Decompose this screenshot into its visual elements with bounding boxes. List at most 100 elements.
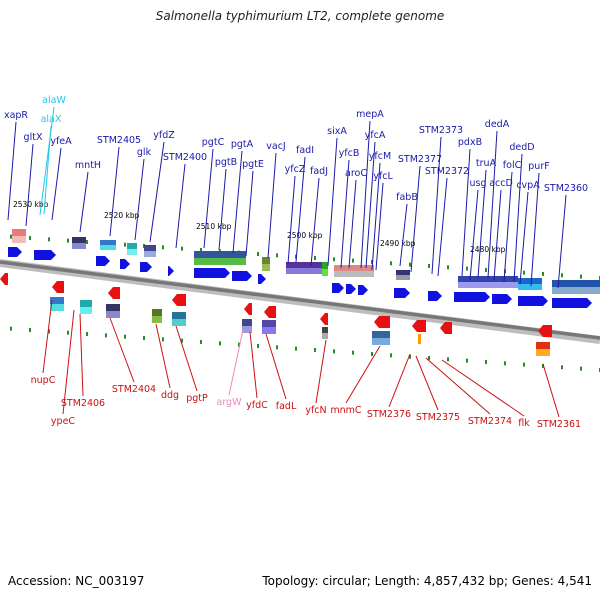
gene-label-usg[interactable]: usg — [469, 178, 486, 189]
reverse-gene-arrow[interactable] — [374, 316, 390, 328]
gene-label-STM2361[interactable]: STM2361 — [537, 419, 581, 430]
gene-label-xapR[interactable]: xapR — [4, 110, 28, 121]
gene-label-pgtC[interactable]: pgtC — [202, 137, 225, 148]
forward-gene-arrow[interactable] — [8, 247, 22, 257]
reverse-gene-box[interactable] — [172, 312, 186, 326]
forward-gene-box[interactable] — [72, 237, 86, 249]
gene-label-yfcN[interactable]: yfcN — [305, 405, 326, 416]
reverse-gene-arrow[interactable] — [320, 313, 328, 325]
gene-label-yfcM[interactable]: yfcM — [369, 151, 391, 162]
reverse-gene-box[interactable] — [50, 297, 64, 311]
gene-label-mnmC[interactable]: mnmC — [330, 405, 362, 416]
reverse-gene-arrow[interactable] — [172, 294, 186, 306]
gene-label-pgtB[interactable]: pgtB — [215, 157, 237, 168]
gene-label-glk[interactable]: glk — [137, 147, 152, 158]
reverse-gene-arrow[interactable] — [264, 306, 276, 318]
reverse-gene-box[interactable] — [322, 327, 328, 339]
forward-gene-arrow[interactable] — [454, 292, 490, 302]
forward-gene-arrow[interactable] — [168, 266, 174, 276]
gene-label-nupC[interactable]: nupC — [31, 375, 56, 386]
forward-gene-arrow[interactable] — [358, 285, 368, 295]
reverse-gene-arrow[interactable] — [440, 322, 452, 334]
gene-label-purF[interactable]: purF — [528, 161, 549, 172]
reverse-gene-box[interactable] — [262, 320, 276, 334]
reverse-gene-box[interactable] — [106, 304, 120, 318]
forward-gene-arrow[interactable] — [96, 256, 110, 266]
reverse-gene-arrow[interactable] — [538, 325, 552, 337]
gene-label-pdxB[interactable]: pdxB — [458, 137, 482, 148]
forward-gene-arrow[interactable] — [120, 259, 130, 269]
forward-gene-arrow[interactable] — [492, 294, 512, 304]
gene-label-folC[interactable]: folC — [503, 160, 522, 171]
forward-gene-arrow[interactable] — [140, 262, 152, 272]
gene-label-yfdC[interactable]: yfdC — [246, 400, 268, 411]
gene-label-dedD[interactable]: dedD — [509, 142, 534, 153]
gene-label-fabB[interactable]: fabB — [396, 192, 418, 203]
gene-label-ypeC[interactable]: ypeC — [51, 416, 75, 427]
gene-label-STM2377[interactable]: STM2377 — [398, 154, 442, 165]
reverse-gene-arrow[interactable] — [412, 320, 426, 332]
gene-label-truA[interactable]: truA — [476, 158, 497, 169]
forward-gene-box[interactable] — [334, 265, 374, 277]
forward-gene-arrow[interactable] — [332, 283, 344, 293]
forward-gene-box[interactable] — [396, 270, 410, 280]
gene-label-STM2405[interactable]: STM2405 — [97, 135, 141, 146]
gene-label-yfdZ[interactable]: yfdZ — [153, 130, 175, 141]
forward-gene-box[interactable] — [518, 278, 542, 290]
forward-gene-box[interactable] — [322, 262, 328, 276]
reverse-gene-arrow[interactable] — [244, 303, 252, 315]
forward-gene-box[interactable] — [144, 245, 156, 257]
gene-label-dedA[interactable]: dedA — [485, 119, 510, 130]
reverse-gene-arrow[interactable] — [0, 273, 8, 285]
gene-label-STM2374[interactable]: STM2374 — [468, 416, 512, 427]
gene-label-pgtE[interactable]: pgtE — [242, 159, 264, 170]
forward-gene-box[interactable] — [286, 262, 322, 274]
gene-label-ddg[interactable]: ddg — [161, 390, 179, 401]
gene-label-aroC[interactable]: aroC — [345, 168, 367, 179]
forward-gene-arrow[interactable] — [232, 271, 252, 281]
forward-gene-box[interactable] — [127, 243, 137, 255]
gene-label-pgtP[interactable]: pgtP — [186, 393, 208, 404]
gene-label-yfcZ[interactable]: yfcZ — [285, 164, 306, 175]
reverse-gene-box[interactable] — [152, 309, 162, 323]
reverse-gene-arrow[interactable] — [108, 287, 120, 299]
reverse-gene-box[interactable] — [372, 331, 390, 345]
forward-gene-arrow[interactable] — [194, 268, 230, 278]
gene-label-STM2360[interactable]: STM2360 — [544, 183, 588, 194]
gene-label-STM2400[interactable]: STM2400 — [163, 152, 207, 163]
gene-label-mntH[interactable]: mntH — [75, 160, 101, 171]
forward-gene-box[interactable] — [262, 257, 270, 271]
forward-gene-arrow[interactable] — [552, 298, 592, 308]
forward-gene-box[interactable] — [100, 240, 116, 250]
gene-label-STM2373[interactable]: STM2373 — [419, 125, 463, 136]
gene-label-yfcA[interactable]: yfcA — [365, 130, 386, 141]
gene-label-STM2372[interactable]: STM2372 — [425, 166, 469, 177]
gene-label-yfeA[interactable]: yfeA — [50, 136, 72, 147]
forward-gene-arrow[interactable] — [258, 274, 266, 284]
gene-label-yfcL[interactable]: yfcL — [373, 171, 393, 182]
gene-label-argW[interactable]: argW — [217, 397, 243, 408]
gene-label-mepA[interactable]: mepA — [356, 109, 384, 120]
reverse-gene-box[interactable] — [536, 342, 550, 356]
gene-label-STM2404[interactable]: STM2404 — [112, 384, 156, 395]
gene-label-accD[interactable]: accD — [489, 178, 513, 189]
gene-label-gltX[interactable]: gltX — [24, 132, 43, 143]
forward-gene-arrow[interactable] — [34, 250, 56, 260]
gene-label-STM2375[interactable]: STM2375 — [416, 412, 460, 423]
gene-label-fadL[interactable]: fadL — [276, 401, 297, 412]
gene-label-STM2406[interactable]: STM2406 — [61, 398, 105, 409]
forward-gene-box[interactable] — [194, 251, 246, 265]
forward-gene-arrow[interactable] — [394, 288, 410, 298]
forward-gene-box[interactable] — [552, 280, 600, 294]
gene-label-sixA[interactable]: sixA — [327, 126, 347, 137]
gene-label-flk[interactable]: flk — [518, 418, 530, 429]
gene-label-alaW[interactable]: alaW — [42, 95, 66, 106]
forward-gene-box[interactable] — [12, 229, 26, 243]
gene-label-vacJ[interactable]: vacJ — [266, 141, 285, 152]
gene-label-alaX[interactable]: alaX — [41, 114, 62, 125]
reverse-gene-box[interactable] — [80, 300, 92, 314]
forward-gene-arrow[interactable] — [518, 296, 548, 306]
reverse-gene-box[interactable] — [242, 319, 252, 333]
gene-label-cvpA[interactable]: cvpA — [516, 180, 540, 191]
